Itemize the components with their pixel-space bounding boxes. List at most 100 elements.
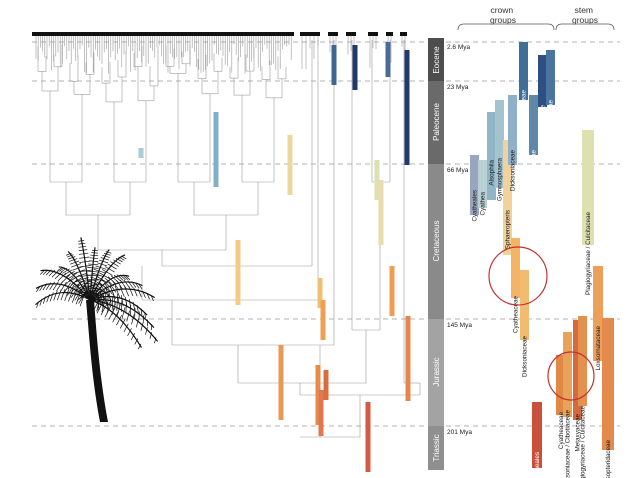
fern-pinna bbox=[42, 296, 47, 304]
fern-pinna bbox=[123, 323, 129, 333]
crown-bar-label: Cyatheaceae bbox=[513, 296, 520, 334]
crown-bar-fill bbox=[478, 160, 487, 208]
stem-groups-header-line-2: groups bbox=[572, 15, 598, 25]
node-age-bar bbox=[389, 266, 395, 316]
fern-pinna bbox=[69, 258, 78, 262]
fern-pinna bbox=[49, 292, 54, 302]
crown-bar-label: Sphaeropteris bbox=[505, 210, 512, 249]
age-label-2-6: 2.6 Mya bbox=[447, 44, 471, 51]
period-jurassic bbox=[428, 319, 444, 426]
fern-pinna bbox=[104, 266, 115, 273]
fern-pinna bbox=[113, 274, 122, 282]
fern-pinna bbox=[98, 259, 109, 264]
stem-bar-fill bbox=[578, 316, 587, 406]
fern-pinna bbox=[103, 252, 111, 256]
fern-pinna bbox=[112, 311, 119, 323]
fern-pinna bbox=[144, 312, 146, 318]
fern-pinna bbox=[115, 257, 123, 263]
fern-pinna bbox=[92, 297, 101, 313]
fern-pinna bbox=[110, 261, 119, 267]
highlight-circle-cretaceous bbox=[488, 246, 548, 306]
tip-band-3 bbox=[368, 32, 378, 36]
period-label-cretaceous: Cretaceous bbox=[432, 221, 441, 262]
fern-pinna bbox=[66, 254, 74, 258]
fern-pinna bbox=[119, 285, 125, 297]
node-age-bar bbox=[235, 240, 241, 305]
crown-bar-3: Gymnosphaera bbox=[495, 100, 504, 201]
period-triassic bbox=[428, 426, 444, 470]
crown-bar-0: Cyatheales bbox=[470, 155, 479, 222]
fern-pinna bbox=[62, 268, 70, 274]
fern-pinna bbox=[108, 307, 116, 320]
stem-bar-label: Cyatheales bbox=[534, 452, 541, 478]
fern-pinna bbox=[79, 256, 90, 259]
crown-bar-label: Metaxyaceae bbox=[521, 90, 528, 128]
stem-bar-fill bbox=[573, 320, 582, 420]
stem-bar-6: Plagiogyriaceae / Culcitaceae bbox=[578, 316, 587, 478]
fern-trunk bbox=[86, 300, 108, 422]
fern-frond-rachis bbox=[89, 299, 142, 348]
fern-pinna bbox=[75, 276, 89, 283]
period-cretaceous bbox=[428, 164, 444, 319]
fern-pinna bbox=[130, 333, 136, 341]
fern-pinna bbox=[36, 286, 40, 293]
fern-pinna bbox=[127, 280, 134, 288]
fern-pinna bbox=[45, 269, 52, 276]
tip-band-2 bbox=[346, 32, 356, 36]
fern-pinna bbox=[127, 328, 132, 337]
stem-bar-2: Thyrsopteridaceae bbox=[602, 318, 614, 478]
fern-pinna bbox=[88, 260, 99, 262]
column-headers: crown groups stem groups bbox=[457, 5, 615, 31]
stem-bar-label: Metaxyaceae bbox=[575, 414, 582, 452]
age-label-145: 145 Mya bbox=[447, 322, 472, 329]
crown-bar-10: Cyatheaceae bbox=[511, 238, 520, 333]
fern-pinna bbox=[118, 256, 125, 261]
fern-frond-rachis bbox=[89, 288, 155, 301]
crown-bar-label: Cyathea bbox=[480, 192, 487, 216]
fern-pinna bbox=[39, 299, 43, 306]
fern-pinna bbox=[99, 272, 111, 280]
crown-bar-fill bbox=[529, 95, 538, 155]
fern-pinna bbox=[87, 267, 99, 269]
fern-pinna bbox=[91, 249, 98, 252]
fern-pinna bbox=[75, 289, 82, 305]
fern-pinna bbox=[122, 274, 128, 280]
fern-pinna bbox=[48, 269, 56, 277]
crown-groups-brace bbox=[457, 23, 555, 31]
period-label-eocene: Eocene bbox=[432, 46, 441, 74]
node-age-bar bbox=[287, 135, 293, 195]
fern-pinna bbox=[131, 314, 135, 325]
node-age-bar bbox=[378, 180, 384, 245]
fern-pinna bbox=[78, 245, 87, 248]
phylogenetic-tree bbox=[32, 32, 421, 438]
fern-pinna bbox=[149, 332, 153, 339]
highlight-circle-jurassic bbox=[547, 351, 595, 401]
crown-groups-header-line-2: groups bbox=[490, 15, 516, 25]
crown-bar-7: Plagiogyriaceae bbox=[529, 95, 538, 195]
fern-pinna bbox=[64, 288, 70, 301]
crown-bar-11: Dicksoniaceae bbox=[520, 270, 529, 377]
fern-pinna bbox=[100, 301, 109, 316]
period-label-jurassic: Jurassic bbox=[432, 357, 441, 386]
stem-bar-fill bbox=[556, 355, 566, 415]
crown-bar-1: Cyathea bbox=[478, 160, 487, 215]
fern-pinna bbox=[111, 296, 114, 310]
crown-bar-label: Gymnosphaera bbox=[497, 158, 504, 202]
crown-bar-2: Alsophila bbox=[487, 112, 496, 200]
fern-frond-rachis bbox=[35, 292, 91, 306]
crown-bar-label: Plagiogyriaceae bbox=[531, 150, 538, 195]
fern-pinna bbox=[123, 279, 130, 289]
fern-frond-rachis bbox=[35, 283, 91, 301]
node-age-bar bbox=[352, 45, 358, 90]
tip-band-main bbox=[32, 32, 294, 36]
fern-pinna bbox=[124, 296, 128, 308]
fern-pinna bbox=[51, 270, 59, 278]
fern-pinna bbox=[78, 249, 88, 252]
fern-pinna bbox=[119, 319, 126, 329]
crown-bar-label: Dicksoniaceae bbox=[522, 336, 529, 377]
stem-bar-fill bbox=[563, 332, 572, 417]
fern-pinna bbox=[59, 281, 67, 293]
fern-pinna bbox=[116, 293, 120, 306]
crown-groups-header-line-1: crown bbox=[490, 5, 513, 15]
fern-pinna bbox=[90, 254, 99, 257]
